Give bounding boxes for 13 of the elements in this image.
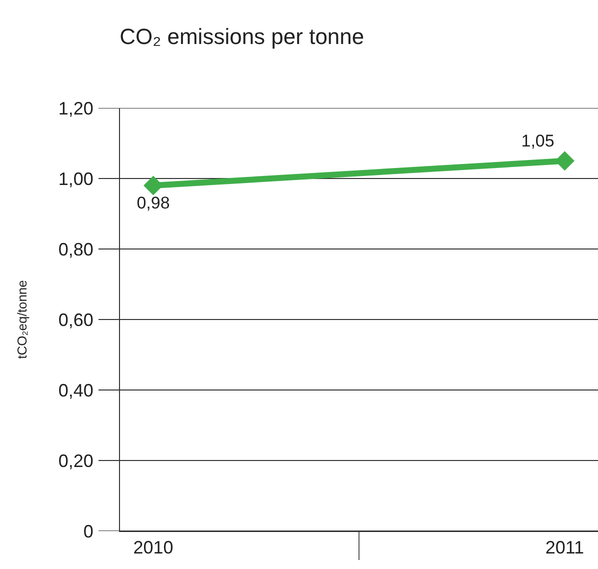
y-axis-title: tCO₂eq/tonne bbox=[14, 280, 30, 359]
data-label: 0,98 bbox=[136, 194, 170, 213]
y-tick-label: 0,80 bbox=[58, 239, 94, 260]
y-tick-label: 0 bbox=[83, 521, 94, 542]
x-tick-label: 2011 bbox=[545, 538, 584, 558]
y-tick-label: 0,40 bbox=[58, 380, 94, 400]
y-tick-label: 0,20 bbox=[58, 450, 94, 471]
y-tick-label: 1,00 bbox=[58, 168, 94, 189]
chart-title: CO₂ emissions per tonne bbox=[120, 24, 364, 49]
y-tick-label: 0,60 bbox=[58, 310, 94, 330]
y-tick-label: 1,20 bbox=[58, 98, 94, 118]
x-tick-label: 2010 bbox=[133, 538, 174, 558]
data-label: 1,05 bbox=[521, 131, 554, 150]
